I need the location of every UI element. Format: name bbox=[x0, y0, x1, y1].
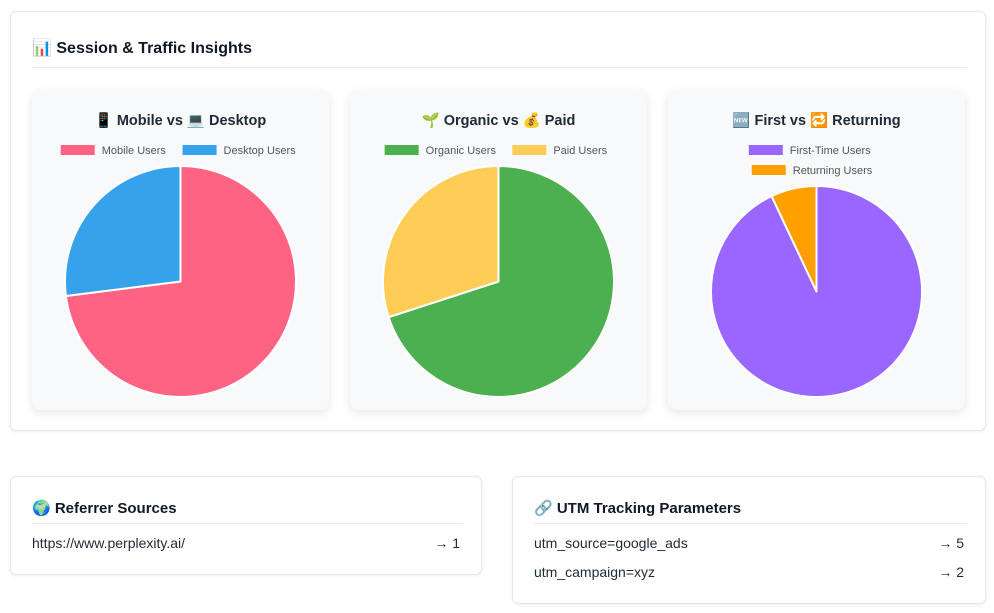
chart-title: 🆕 First vs 🔁 Returning bbox=[732, 111, 900, 129]
legend-swatch-mobile-users bbox=[60, 145, 95, 155]
legend-swatch-organic-users bbox=[384, 145, 419, 155]
pie-slice-returning-users bbox=[770, 185, 818, 293]
referrer-row-label: https://www.perplexity.ai/ bbox=[32, 535, 186, 551]
insights-divider bbox=[32, 67, 966, 68]
chart-title: 🌱 Organic vs 💰 Paid bbox=[422, 111, 576, 129]
utm-row-count: → 5 bbox=[938, 535, 964, 551]
insights-title: 📊 Session & Traffic Insights bbox=[32, 40, 252, 57]
legend-swatch-first-time-users bbox=[748, 145, 783, 155]
traffic-insights-panel: 📊 Session & Traffic Insights 📱 Mobile vs… bbox=[10, 11, 986, 431]
pie-slice-paid-users bbox=[382, 165, 500, 319]
user-type-pie-chart: 🆕 First vs 🔁 Returning First-Time Users Re… bbox=[710, 111, 923, 398]
referrer-sources-panel: 🌍 Referrer Sources https://www.perplexit… bbox=[10, 476, 482, 575]
chart-title: 📱 Mobile vs 💻 Desktop bbox=[95, 111, 267, 129]
device-pie-chart: 📱 Mobile vs 💻 Desktop Mobile Users Desktop… bbox=[60, 111, 297, 398]
legend-swatch-returning-users bbox=[751, 165, 786, 175]
legend-label-mobile-users: Mobile Users bbox=[102, 145, 167, 157]
utm-divider bbox=[534, 523, 966, 524]
utm-parameters-panel: 🔗 UTM Tracking Parameters utm_source=goo… bbox=[512, 476, 986, 604]
legend-label-desktop-users: Desktop Users bbox=[224, 145, 297, 157]
legend-swatch-desktop-users bbox=[182, 145, 217, 155]
referrer-sources-title: 🌍 Referrer Sources bbox=[32, 500, 177, 517]
utm-parameters-title: 🔗 UTM Tracking Parameters bbox=[534, 500, 742, 517]
device-chart-card: 📱 Mobile vs 💻 Desktop Mobile Users Desktop… bbox=[32, 90, 329, 410]
source-chart-card: 🌱 Organic vs 💰 Paid Organic Users Paid Use… bbox=[350, 90, 647, 410]
legend-label-returning-users: Returning Users bbox=[793, 165, 873, 177]
pie-slice-desktop-users bbox=[64, 165, 182, 297]
utm-row-label: utm_campaign=xyz bbox=[534, 564, 656, 580]
pie-slice-organic-users bbox=[387, 165, 615, 398]
utm-row-label: utm_source=google_ads bbox=[534, 535, 688, 551]
legend-label-first-time-users: First-Time Users bbox=[790, 145, 871, 157]
referrer-divider bbox=[32, 523, 462, 524]
legend-swatch-paid-users bbox=[512, 145, 547, 155]
utm-row-count: → 2 bbox=[938, 564, 964, 580]
referrer-row-count: → 1 bbox=[434, 535, 460, 551]
legend-label-paid-users: Paid Users bbox=[553, 145, 607, 157]
user-type-chart-card: 🆕 First vs 🔁 Returning First-Time Users Re… bbox=[668, 90, 965, 410]
legend-label-organic-users: Organic Users bbox=[426, 145, 497, 157]
source-pie-chart: 🌱 Organic vs 💰 Paid Organic Users Paid Use… bbox=[382, 111, 615, 398]
